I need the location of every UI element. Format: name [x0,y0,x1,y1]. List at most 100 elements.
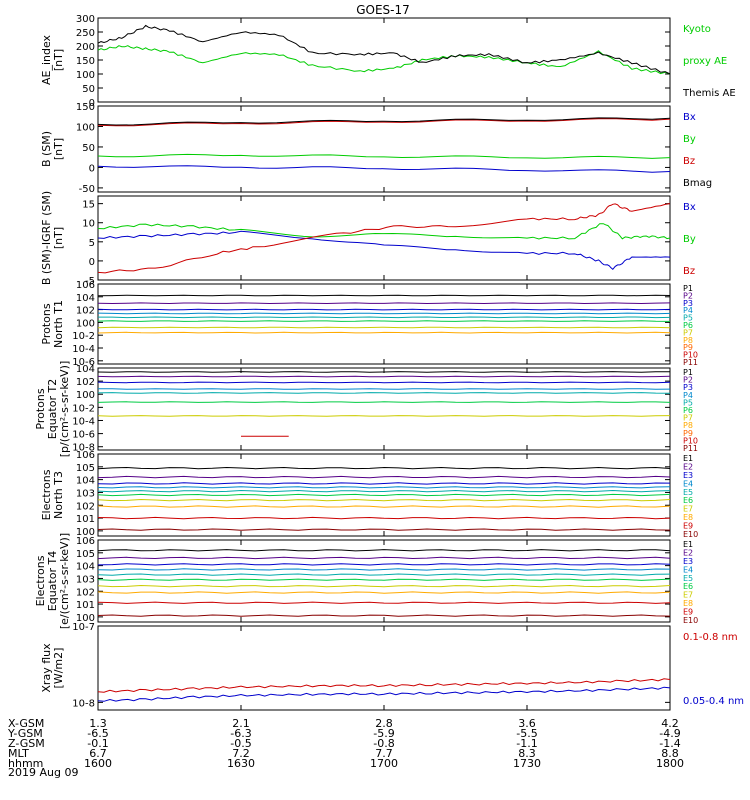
series-line-e10 [97,528,671,531]
legend-entry: P1 [683,368,693,377]
footer-cell: -1.4 [659,737,680,750]
y-tick-label: 106 [76,450,95,461]
footer-cell: 1800 [656,757,684,770]
legend-entry: E9 [683,522,693,531]
legend-entry: P4 [683,306,693,315]
footer-cell: -1.1 [516,737,537,750]
legend-entry: P7 [683,414,693,423]
footer-cell: 6.7 [89,747,107,760]
footer-cell: -5.9 [373,727,394,740]
y-tick-label: -50 [79,184,95,195]
legend-entry: P5 [683,398,693,407]
series-line-p7 [97,415,671,417]
y-axis-label-line: [e/(cm²-s-sr-keV)] [58,533,71,629]
panel-5: 10410210010-210-410-610-8ProtonsEquator … [34,361,698,458]
series-line-e9 [97,601,671,604]
footer-cell: 1600 [84,757,112,770]
y-axis-label-line: North T1 [52,300,65,348]
y-tick-label: 150 [76,102,95,113]
legend-entry: Bz [683,156,695,167]
series-line-themis-ae [97,24,671,75]
series-line-e7 [97,498,671,502]
y-tick-label: 102 [76,377,95,388]
y-tick-label: 101 [76,600,95,611]
series-line-e4 [97,568,671,571]
series-line-e9 [97,516,671,520]
legend-entry: P2 [683,376,693,385]
series-line-bz [97,118,671,127]
series-line-p4 [97,312,671,315]
y-axis-label-line: AE_index [40,34,53,85]
footer-cell: 2.8 [375,717,393,730]
y-axis-label: ProtonsEquator T2[p/(cm²-s-sr-keV)] [34,361,71,458]
legend-entry: E5 [683,574,693,583]
series-line-p3 [97,381,671,384]
y-tick-label: 10-8 [72,698,95,709]
footer-cell: -0.8 [373,737,394,750]
y-tick-label: 102 [76,306,95,317]
footer-cell: 2.1 [232,717,250,730]
y-axis-label-line: Equator T2 [46,379,59,439]
series-line-p6 [97,401,671,403]
figure-title: GOES-17 [356,3,410,17]
series-line-e8 [97,591,671,594]
y-tick-label: 15 [82,200,95,211]
y-axis-label: ElectronsNorth T3 [40,469,65,520]
legend-entry: P5 [683,314,693,323]
y-tick-label: 100 [76,318,95,329]
y-tick-label: -5 [85,276,95,287]
footer-row-label: X-GSM [8,717,44,730]
y-axis-label: B (SM)-IGRF (SM)[nT] [40,191,65,285]
y-axis-label: AE_index[nT] [40,34,65,85]
y-tick-label: 10-4 [72,416,95,427]
legend-entry: P4 [683,391,693,400]
footer-cell: -5.5 [516,727,537,740]
panel-frame [97,195,671,281]
legend-entry: E8 [683,513,693,522]
legend-entry: Bx [683,202,696,213]
series-line-bz [97,203,671,274]
date-label: 2019 Aug 09 [8,766,78,779]
series-line-e3 [97,563,671,566]
panel-3: 15 10 5 0 -5 B (SM)-IGRF (SM)[nT] Bx By Bz [40,191,696,287]
y-tick-label: 0 [89,98,95,109]
footer-cell: 4.2 [661,717,679,730]
y-tick-label: 102 [76,587,95,598]
legend-entry: E1 [683,454,693,463]
legend-entry: E3 [683,557,693,566]
series-line-0-05-0-4-nm [97,686,671,702]
y-tick-label: 0 [89,257,95,268]
legend-entry: P9 [683,429,693,438]
y-axis-label-line: [nT] [52,138,65,160]
series-line-e1 [97,549,671,552]
footer-cell: -0.5 [230,737,251,750]
footer-row-label: MLT [8,747,29,760]
series-line-e6 [97,578,671,581]
footer-cell: -6.3 [230,727,251,740]
footer-cell: 8.3 [518,747,536,760]
y-tick-label: 50 [82,84,95,95]
y-tick-label: 10-4 [72,344,95,355]
legend-entry: P3 [683,299,693,308]
y-tick-label: 10-2 [72,403,95,414]
y-axis-label: B (SM)[nT] [40,131,65,167]
footer-row-label: Y-GSM [7,727,43,740]
legend-entry: E4 [683,479,693,488]
legend-entry: 0.05-0.4 nm [683,696,744,707]
legend-entry: P6 [683,406,693,415]
y-tick-label: 102 [76,501,95,512]
series-line-by [97,223,671,240]
y-tick-label: 300 [76,14,95,25]
y-axis-label-line: [W/m2] [52,648,65,689]
y-axis-label-line: Xray flux [40,643,53,693]
panel-2: 150 100 50 0 -50 B (SM)[nT] Bx By Bz Bmag [40,102,712,195]
y-tick-label: 10 [82,219,95,230]
legend-entry: proxy AE [683,56,727,67]
y-tick-label: 0 [89,163,95,174]
y-tick-label: 100 [76,390,95,401]
series-line-e5 [97,489,671,493]
y-tick-label: 10-8 [72,443,95,454]
y-tick-label: 10-6 [72,357,95,368]
